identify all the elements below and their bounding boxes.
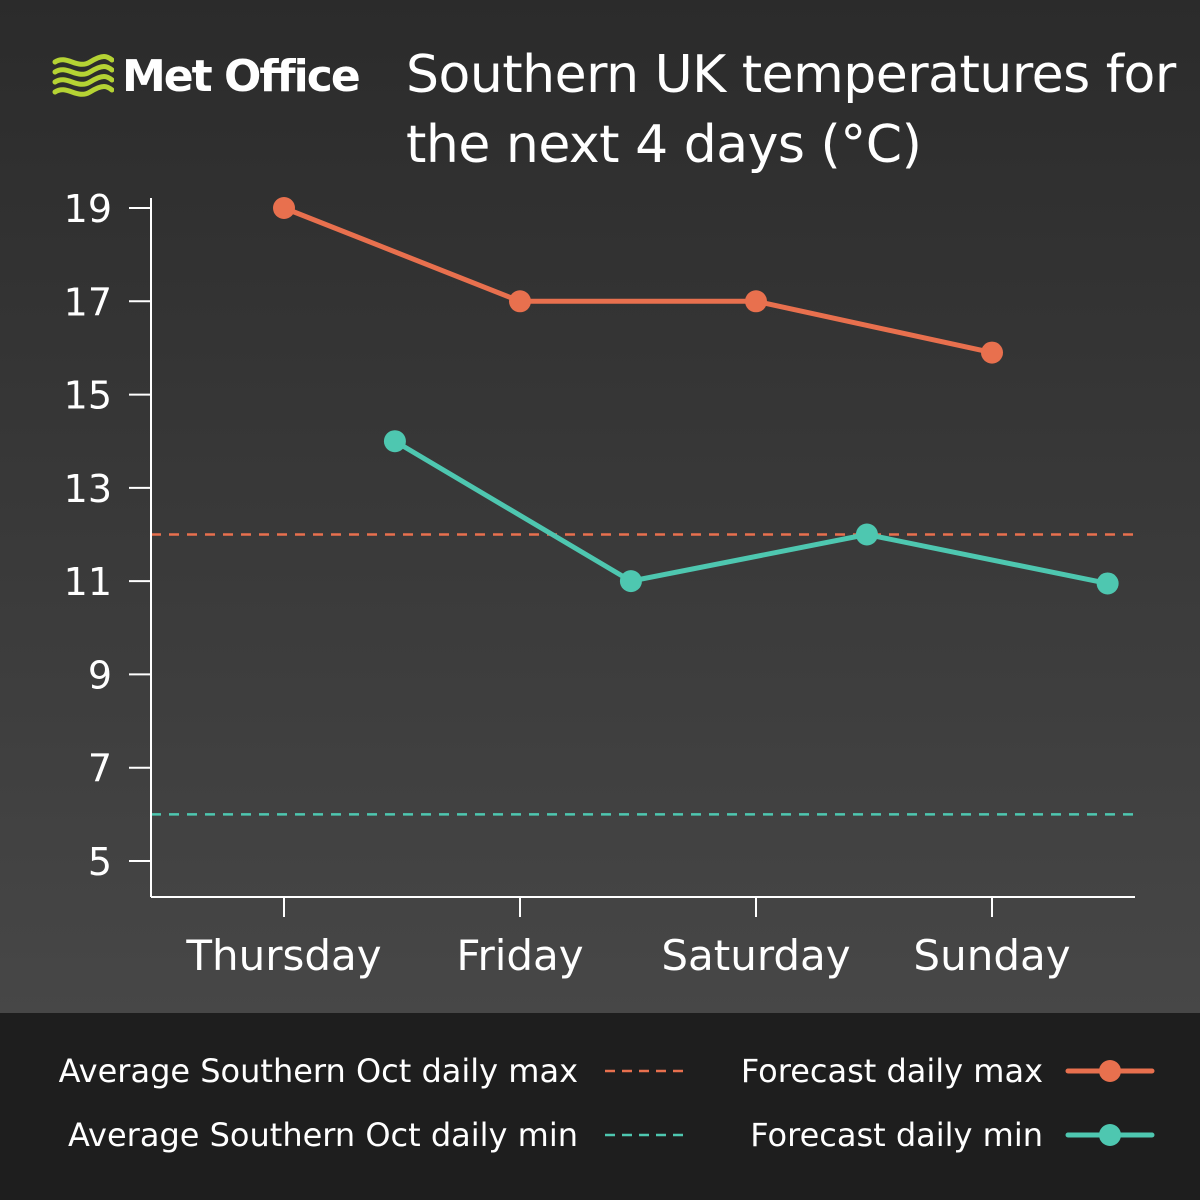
y-tick-label-7: 7 (88, 747, 112, 791)
y-tick-label-15: 15 (64, 374, 112, 418)
series-0-point-0 (273, 197, 295, 219)
plot-background (0, 0, 1200, 1013)
x-tick-label-sunday: Sunday (913, 931, 1070, 980)
met-office-wave-icon (52, 54, 114, 97)
series-0-point-3 (981, 341, 1003, 364)
legend-panel (0, 1013, 1200, 1200)
legend-label-2: Average Southern Oct daily min (68, 1116, 578, 1154)
series-line-1 (393, 439, 1109, 586)
chart-title: Southern UK temperatures for the next 4 … (406, 45, 1176, 175)
series-1-point-0 (383, 430, 406, 453)
series-line-0 (283, 205, 993, 356)
x-tick-label-thursday: Thursday (185, 931, 381, 980)
legend-swatch-marker-1 (1099, 1060, 1121, 1082)
x-tick-label-friday: Friday (456, 931, 583, 980)
series-1-point-2 (855, 523, 878, 546)
y-tick-label-17: 17 (64, 280, 112, 324)
series-0-point-2 (745, 290, 767, 313)
x-tick-label-saturday: Saturday (661, 931, 850, 980)
legend-label-3: Forecast daily min (750, 1116, 1043, 1154)
brand-name: Met Office (122, 50, 361, 102)
y-tick-label-11: 11 (64, 560, 112, 604)
series-1-point-3 (1096, 572, 1119, 595)
legend-label-0: Average Southern Oct daily max (59, 1052, 578, 1090)
series-0-point-1 (509, 290, 531, 313)
legend-swatch-marker-3 (1099, 1124, 1121, 1146)
legend-label-1: Forecast daily max (741, 1052, 1043, 1090)
y-tick-label-5: 5 (88, 840, 112, 884)
met-office-logo: Met Office (52, 44, 361, 108)
y-tick-label-19: 19 (64, 187, 112, 231)
y-tick-label-13: 13 (64, 467, 112, 511)
series-1-point-1 (619, 570, 642, 593)
y-tick-label-9: 9 (88, 653, 112, 697)
